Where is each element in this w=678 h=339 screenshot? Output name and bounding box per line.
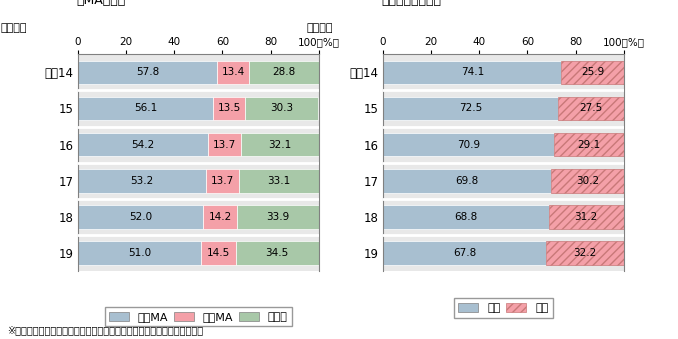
Text: 『MA区域』: 『MA区域』 [77, 0, 126, 6]
Text: （年度）: （年度） [1, 23, 27, 33]
Text: 70.9: 70.9 [457, 140, 480, 149]
Text: 13.7: 13.7 [214, 140, 237, 149]
Text: （年度）: （年度） [306, 23, 332, 33]
Bar [546, 241, 624, 265]
Text: 13.7: 13.7 [211, 176, 234, 186]
Bar [236, 241, 319, 265]
Text: 34.5: 34.5 [266, 248, 289, 258]
Text: 57.8: 57.8 [136, 67, 159, 77]
Bar [213, 97, 245, 120]
Bar [78, 133, 208, 156]
Bar [554, 133, 624, 156]
Text: 68.8: 68.8 [454, 212, 477, 222]
Bar [549, 205, 624, 229]
Bar [383, 205, 549, 229]
Bar [383, 61, 561, 84]
Text: 30.2: 30.2 [576, 176, 599, 186]
Bar [250, 61, 319, 84]
Bar [557, 97, 624, 120]
Text: 28.8: 28.8 [273, 67, 296, 77]
Text: 69.8: 69.8 [456, 176, 479, 186]
Text: 52.0: 52.0 [129, 212, 152, 222]
Bar [383, 241, 546, 265]
Bar [245, 97, 319, 120]
Text: 14.2: 14.2 [209, 212, 232, 222]
Legend: 県内, 県外: 県内, 県外 [454, 298, 553, 318]
Bar [561, 61, 624, 84]
Text: 27.5: 27.5 [579, 103, 602, 114]
Bar [203, 205, 237, 229]
Bar [201, 241, 236, 265]
Bar [551, 169, 624, 193]
Bar [78, 97, 213, 120]
Bar [383, 97, 557, 120]
Text: 33.1: 33.1 [267, 176, 290, 186]
Bar [78, 169, 206, 193]
Bar [239, 169, 319, 193]
Bar [208, 133, 241, 156]
Bar [206, 169, 239, 193]
Text: 74.1: 74.1 [460, 67, 484, 77]
Text: 13.4: 13.4 [222, 67, 245, 77]
Bar [383, 133, 554, 156]
Text: 56.1: 56.1 [134, 103, 157, 114]
Bar [78, 241, 201, 265]
Legend: 同一MA, 隣接MA, その他: 同一MA, 隣接MA, その他 [104, 307, 292, 326]
Text: 31.2: 31.2 [574, 212, 598, 222]
Text: 51.0: 51.0 [127, 248, 151, 258]
Text: 14.5: 14.5 [207, 248, 230, 258]
Text: 13.5: 13.5 [218, 103, 241, 114]
Text: 30.3: 30.3 [271, 103, 294, 114]
Text: 54.2: 54.2 [132, 140, 155, 149]
Bar [237, 205, 319, 229]
Text: ※　過去の数値については、データを精査した結果を踏まえ修正している: ※ 過去の数値については、データを精査した結果を踏まえ修正している [7, 326, 203, 336]
Bar [217, 61, 250, 84]
Bar [78, 205, 203, 229]
Text: 29.1: 29.1 [577, 140, 600, 149]
Text: 67.8: 67.8 [453, 248, 476, 258]
Text: 72.5: 72.5 [459, 103, 482, 114]
Text: 32.2: 32.2 [574, 248, 597, 258]
Text: 25.9: 25.9 [581, 67, 604, 77]
Bar [383, 169, 551, 193]
Bar [78, 61, 217, 84]
Text: 『都道府県単位』: 『都道府県単位』 [382, 0, 442, 6]
Text: 53.2: 53.2 [130, 176, 154, 186]
Text: 33.9: 33.9 [266, 212, 290, 222]
Text: 32.1: 32.1 [268, 140, 292, 149]
Bar [241, 133, 319, 156]
